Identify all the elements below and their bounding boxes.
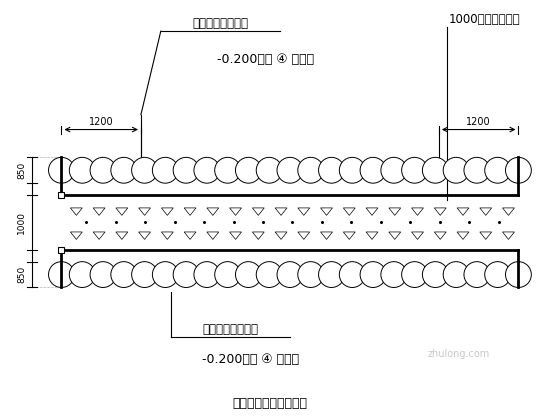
Circle shape xyxy=(339,262,365,287)
Circle shape xyxy=(277,262,303,287)
Text: 850: 850 xyxy=(17,162,26,179)
Text: 三轴搅拌桩平面示意图: 三轴搅拌桩平面示意图 xyxy=(232,397,307,410)
Circle shape xyxy=(506,262,531,287)
Text: 1000: 1000 xyxy=(17,211,26,234)
Circle shape xyxy=(194,158,220,183)
Circle shape xyxy=(277,158,303,183)
Circle shape xyxy=(298,158,324,183)
Circle shape xyxy=(49,262,74,287)
Text: 1200: 1200 xyxy=(466,117,491,126)
Circle shape xyxy=(360,158,386,183)
Circle shape xyxy=(443,262,469,287)
Text: 1000厚地下连续墙: 1000厚地下连续墙 xyxy=(449,13,520,26)
Circle shape xyxy=(464,262,490,287)
Circle shape xyxy=(319,262,344,287)
Text: -0.200～第 ④ 层底部: -0.200～第 ④ 层底部 xyxy=(217,52,314,66)
Text: 1200: 1200 xyxy=(89,117,114,126)
Circle shape xyxy=(173,158,199,183)
Circle shape xyxy=(69,158,95,183)
Text: 三轴水泥土搅拌桩: 三轴水泥土搅拌桩 xyxy=(193,17,249,30)
Circle shape xyxy=(235,158,262,183)
Circle shape xyxy=(214,158,241,183)
Circle shape xyxy=(90,262,116,287)
Circle shape xyxy=(194,262,220,287)
Circle shape xyxy=(132,158,157,183)
Circle shape xyxy=(485,158,511,183)
Bar xyxy=(58,247,64,253)
Circle shape xyxy=(132,262,157,287)
Text: 850: 850 xyxy=(17,266,26,283)
Bar xyxy=(62,195,519,250)
Circle shape xyxy=(360,262,386,287)
Circle shape xyxy=(402,158,427,183)
Circle shape xyxy=(485,262,511,287)
Circle shape xyxy=(152,262,178,287)
Circle shape xyxy=(298,262,324,287)
Circle shape xyxy=(152,158,178,183)
Circle shape xyxy=(506,158,531,183)
Circle shape xyxy=(235,262,262,287)
Circle shape xyxy=(381,158,407,183)
Circle shape xyxy=(319,158,344,183)
Circle shape xyxy=(111,158,137,183)
Bar xyxy=(58,192,64,198)
Circle shape xyxy=(256,158,282,183)
Circle shape xyxy=(381,262,407,287)
Circle shape xyxy=(49,158,74,183)
Circle shape xyxy=(422,158,448,183)
Circle shape xyxy=(339,158,365,183)
Text: 三轴水泥土搅拌桩: 三轴水泥土搅拌桩 xyxy=(202,323,258,336)
Circle shape xyxy=(443,158,469,183)
Text: zhulong.com: zhulong.com xyxy=(428,349,490,359)
Circle shape xyxy=(256,262,282,287)
Circle shape xyxy=(214,262,241,287)
Circle shape xyxy=(173,262,199,287)
Circle shape xyxy=(422,262,448,287)
Circle shape xyxy=(402,262,427,287)
Circle shape xyxy=(69,262,95,287)
Text: -0.200～第 ④ 层底部: -0.200～第 ④ 层底部 xyxy=(202,352,299,365)
Circle shape xyxy=(90,158,116,183)
Circle shape xyxy=(111,262,137,287)
Circle shape xyxy=(464,158,490,183)
